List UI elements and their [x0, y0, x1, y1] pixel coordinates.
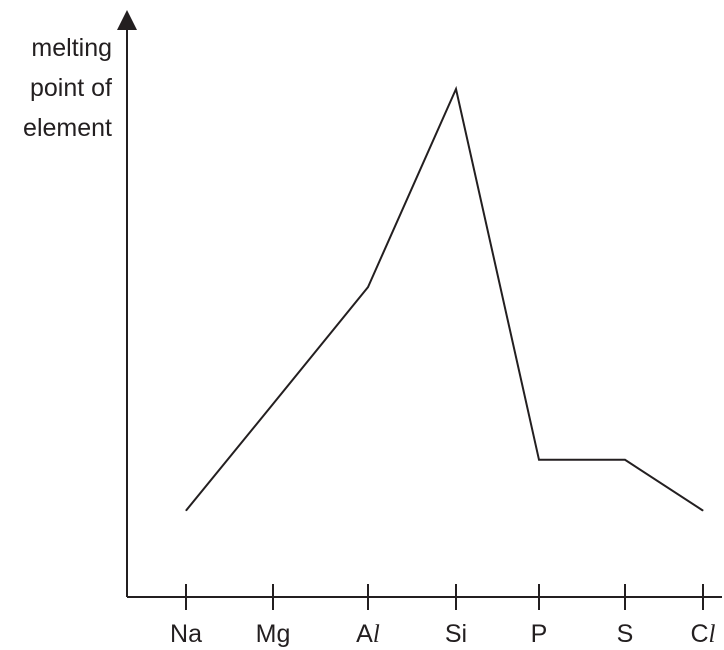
x-tick-label-text: C — [690, 620, 708, 648]
y-axis-arrowhead — [117, 10, 137, 30]
x-tick-label-s: S — [617, 620, 634, 648]
x-tick-label-text: Na — [170, 620, 202, 648]
axes — [117, 10, 722, 598]
x-tick-label-text: Mg — [256, 620, 291, 648]
y-axis-label-line: point of — [30, 74, 112, 102]
series-line — [185, 85, 704, 512]
y-axis-label-line: melting — [31, 34, 112, 62]
x-tick-label-mg: Mg — [256, 620, 291, 648]
x-tick-label-text: Si — [445, 620, 467, 648]
data-point-s — [624, 459, 626, 461]
x-ticks: Na Mg Al Si P S Cl — [170, 584, 716, 648]
x-tick-label-italic: l — [373, 621, 380, 648]
y-axis-label: melting point of element — [23, 34, 112, 142]
data-point-p — [538, 459, 540, 461]
data-point-si — [455, 88, 457, 90]
x-tick-label-al: Al — [356, 620, 380, 648]
x-tick-label-cl: Cl — [690, 620, 715, 648]
data-point-cl — [702, 510, 704, 512]
x-tick-label-italic: l — [709, 621, 716, 648]
x-tick-label-text: A — [356, 620, 373, 648]
data-point-na — [185, 510, 187, 512]
y-axis-label-line: element — [23, 114, 112, 142]
x-tick-label-si: Si — [445, 620, 467, 648]
series — [185, 85, 704, 512]
data-point-al — [367, 286, 369, 288]
x-tick-label-p: P — [531, 620, 548, 648]
data-point-mg — [272, 403, 274, 405]
x-tick-label-na: Na — [170, 620, 202, 648]
x-tick-label-text: S — [617, 620, 634, 648]
x-tick-label-text: P — [531, 620, 548, 648]
